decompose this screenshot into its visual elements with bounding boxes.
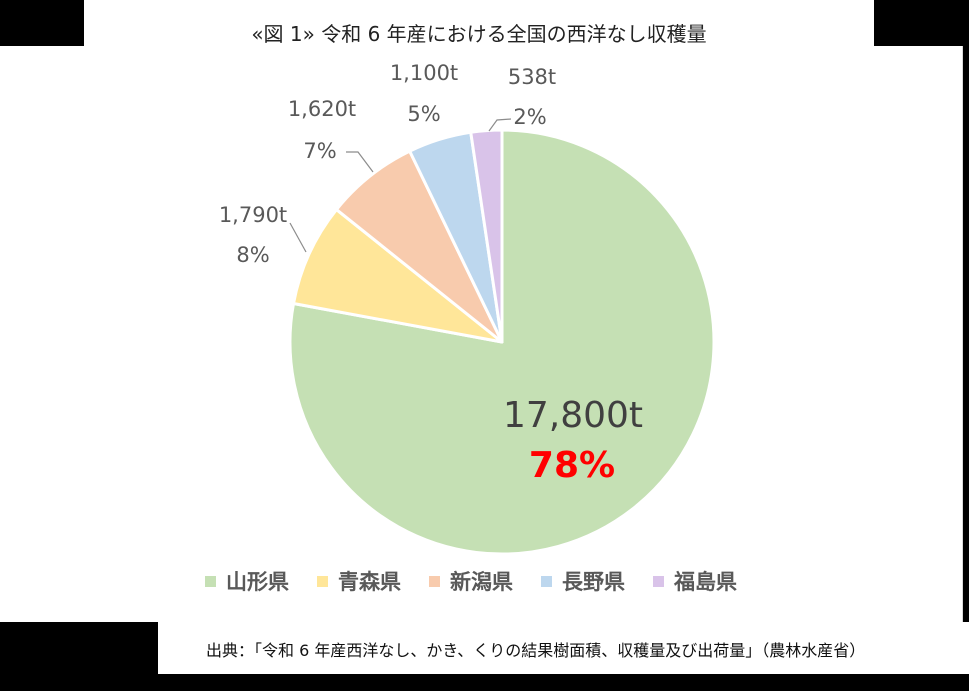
pie-slice bbox=[288, 128, 716, 556]
slice-value-label: 1,790t bbox=[219, 203, 287, 227]
slice-value-label: 1,620t bbox=[288, 97, 356, 121]
leader-line bbox=[289, 222, 307, 253]
pie-slice bbox=[469, 128, 504, 344]
source-band: 出典：「令和 6 年産西洋なし、かき、くりの結果樹面積、収穫量及び出荷量」（農林… bbox=[158, 622, 969, 674]
legend-item: 新潟県 bbox=[429, 566, 513, 596]
legend-item: 福島県 bbox=[653, 566, 737, 596]
chart-legend: 山形県 青森県 新潟県 長野県 福島県 bbox=[205, 566, 765, 596]
title-band: «図 1» 令和 6 年産における全国の西洋なし収穫量 bbox=[84, 0, 874, 46]
chart-title: «図 1» 令和 6 年産における全国の西洋なし収穫量 bbox=[251, 22, 707, 46]
leader-line bbox=[346, 151, 374, 173]
slice-percent-label: 7% bbox=[303, 139, 336, 163]
legend-swatch bbox=[541, 575, 552, 587]
slice-value-label: 1,100t bbox=[390, 61, 458, 85]
legend-label: 福島県 bbox=[674, 570, 737, 594]
legend-swatch bbox=[205, 575, 216, 587]
legend-label: 青森県 bbox=[338, 570, 401, 594]
slice-value-label: 17,800t bbox=[503, 395, 643, 436]
legend-label: 山形県 bbox=[226, 570, 289, 594]
legend-item: 長野県 bbox=[541, 566, 625, 596]
source-note: 出典：「令和 6 年産西洋なし、かき、くりの結果樹面積、収穫量及び出荷量」（農林… bbox=[206, 641, 866, 660]
legend-item: 青森県 bbox=[317, 566, 401, 596]
slice-value-label: 538t bbox=[508, 65, 556, 89]
slice-percent-label: 5% bbox=[407, 102, 440, 126]
legend-item: 山形県 bbox=[205, 566, 289, 596]
legend-label: 新潟県 bbox=[450, 570, 513, 594]
pie-slice bbox=[292, 208, 504, 344]
leader-line bbox=[488, 118, 512, 132]
slice-percent-label: 8% bbox=[236, 243, 269, 267]
legend-swatch bbox=[317, 575, 328, 587]
slice-percent-label: 2% bbox=[513, 105, 546, 129]
legend-label: 長野県 bbox=[562, 570, 625, 594]
legend-swatch bbox=[653, 575, 664, 587]
slice-percent-label: 78% bbox=[529, 445, 615, 486]
legend-swatch bbox=[429, 575, 440, 587]
